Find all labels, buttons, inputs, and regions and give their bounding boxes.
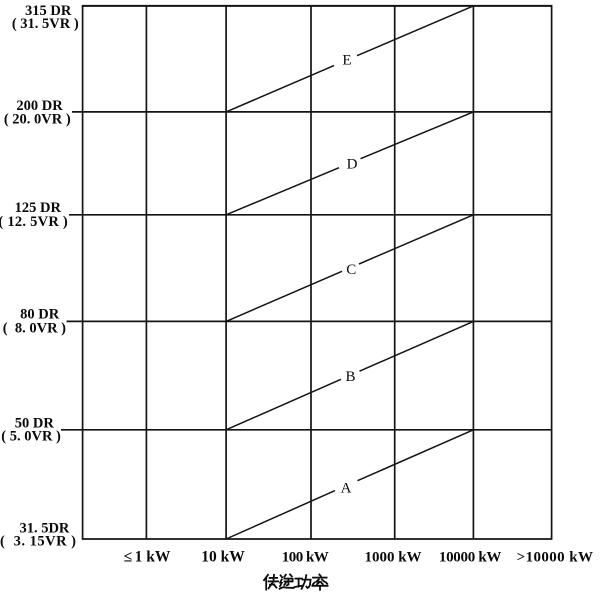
svg-text:E: E	[342, 53, 351, 69]
svg-text:100 kW: 100 kW	[282, 550, 329, 566]
svg-text:10 kW: 10 kW	[201, 549, 245, 566]
svg-text:31. 5DR: 31. 5DR	[19, 521, 69, 537]
svg-text:1000 kW: 1000 kW	[364, 550, 421, 566]
svg-text:315 DR: 315 DR	[25, 3, 72, 19]
svg-text:D: D	[347, 157, 358, 173]
svg-text:( 5. 0VR ): ( 5. 0VR )	[1, 429, 61, 445]
svg-text:( 3. 15VR ): ( 3. 15VR )	[0, 534, 76, 550]
svg-text:( 31. 5VR ): ( 31. 5VR )	[12, 16, 79, 32]
svg-text:>10000 kW: >10000 kW	[517, 550, 594, 566]
svg-text:10000 kW: 10000 kW	[439, 550, 501, 566]
svg-text:( 8. 0VR ): ( 8. 0VR )	[3, 321, 66, 337]
svg-text:( 20. 0VR ): ( 20. 0VR )	[4, 112, 71, 128]
svg-text:125 DR: 125 DR	[15, 200, 62, 216]
svg-text:200 DR: 200 DR	[16, 98, 63, 114]
svg-text:50 DR: 50 DR	[15, 416, 55, 432]
svg-text:B: B	[345, 369, 355, 385]
svg-text:≤1 kW: ≤1 kW	[124, 549, 171, 566]
svg-text:C: C	[346, 262, 356, 278]
svg-text:80 DR: 80 DR	[20, 306, 60, 322]
svg-text:A: A	[341, 481, 352, 497]
svg-text:( 12. 5VR ): ( 12. 5VR )	[0, 214, 68, 230]
